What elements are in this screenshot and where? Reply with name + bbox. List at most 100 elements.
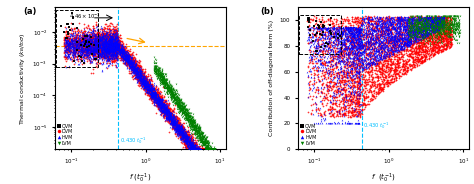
Point xyxy=(112,57,120,60)
Point xyxy=(367,69,374,72)
Point xyxy=(365,30,372,33)
Point xyxy=(191,148,198,151)
Point xyxy=(355,28,362,31)
Point xyxy=(164,107,172,110)
Point xyxy=(373,49,380,52)
Point xyxy=(360,102,368,105)
Point xyxy=(169,112,177,115)
Point xyxy=(374,76,381,79)
Point xyxy=(131,68,138,71)
Point xyxy=(110,30,118,33)
Point xyxy=(105,48,112,51)
Point xyxy=(115,46,123,49)
Point xyxy=(125,62,133,65)
Point xyxy=(407,64,415,67)
Point xyxy=(388,40,395,43)
Point xyxy=(168,95,175,98)
Point xyxy=(406,19,414,22)
Point xyxy=(346,70,354,73)
Point xyxy=(103,48,110,51)
Point xyxy=(346,32,353,35)
Point xyxy=(163,107,170,110)
Point xyxy=(155,71,163,74)
Point xyxy=(412,40,419,43)
Point xyxy=(139,77,146,80)
Point xyxy=(329,70,337,73)
Point xyxy=(79,35,87,38)
Point xyxy=(62,50,69,53)
Point xyxy=(111,46,119,49)
Point xyxy=(145,82,152,84)
Point xyxy=(337,49,344,52)
Point xyxy=(417,57,424,60)
Point xyxy=(428,26,436,29)
Point xyxy=(369,76,376,79)
Point xyxy=(379,28,386,31)
Point xyxy=(170,116,178,119)
Point xyxy=(436,18,444,21)
Point xyxy=(162,110,170,113)
Point xyxy=(166,114,174,117)
Point xyxy=(324,47,332,50)
Point xyxy=(195,148,203,151)
Point xyxy=(107,48,114,51)
Point xyxy=(191,148,198,151)
Point xyxy=(171,127,179,130)
Point xyxy=(103,48,111,51)
Point xyxy=(146,95,154,98)
Point xyxy=(338,17,346,20)
Point xyxy=(417,19,425,22)
Point xyxy=(428,29,435,32)
Point xyxy=(337,67,345,70)
Point xyxy=(349,86,356,89)
Point xyxy=(117,43,124,46)
Point xyxy=(408,26,415,29)
Point xyxy=(395,36,403,39)
Point xyxy=(165,117,173,120)
Point xyxy=(337,60,344,63)
Point xyxy=(370,48,378,51)
Point xyxy=(88,37,95,40)
Point xyxy=(97,38,105,41)
Point xyxy=(92,42,100,45)
Point xyxy=(400,63,408,66)
Point xyxy=(181,110,189,113)
Point xyxy=(171,118,178,121)
Point xyxy=(438,49,446,52)
Point xyxy=(413,27,421,30)
Point xyxy=(400,24,407,27)
Point xyxy=(354,74,362,77)
Point xyxy=(439,26,447,29)
Point xyxy=(381,59,388,62)
Point xyxy=(70,47,77,50)
Point xyxy=(180,136,188,139)
Point xyxy=(424,20,431,22)
Point xyxy=(100,46,107,49)
Point xyxy=(341,35,349,38)
Point xyxy=(369,57,376,60)
Point xyxy=(94,43,102,45)
Point xyxy=(154,67,161,70)
Point xyxy=(354,27,362,30)
Point xyxy=(91,44,99,47)
Point xyxy=(429,43,437,46)
Point xyxy=(368,67,375,70)
Point xyxy=(109,47,117,50)
Point xyxy=(72,47,79,50)
Point xyxy=(340,74,347,77)
Point xyxy=(437,15,444,18)
Point xyxy=(129,68,137,71)
Point xyxy=(445,46,452,49)
Point xyxy=(426,22,433,25)
Point xyxy=(145,92,153,95)
Point xyxy=(425,25,432,28)
Point xyxy=(195,134,203,137)
Point xyxy=(104,34,111,37)
Point xyxy=(347,81,355,84)
Point xyxy=(447,36,455,39)
Point xyxy=(425,27,432,30)
Point xyxy=(404,33,412,36)
Point xyxy=(74,39,82,42)
Point xyxy=(110,39,118,42)
Point xyxy=(193,147,201,150)
